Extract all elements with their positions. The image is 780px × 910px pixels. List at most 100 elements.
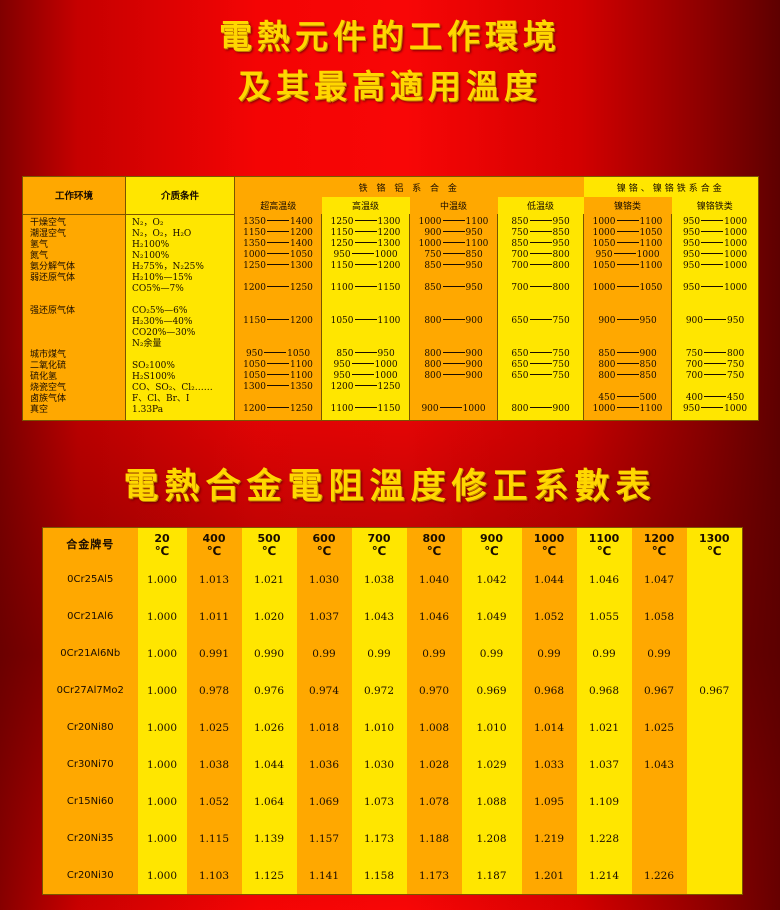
table1-cell	[126, 295, 234, 306]
table1-cell	[322, 393, 409, 404]
table2-value-cell	[686, 820, 743, 857]
table-row: Cr20Ni30 1.000 1.103 1.125 1.141 1.158 1.173 1.…	[42, 857, 743, 895]
table1-column-medium: 1000 1100 900 950 1000 1100 750 850 850 950 850 95…	[409, 214, 498, 420]
table1-cell: CO20%—30%	[132, 327, 196, 338]
table1-subheader-nicrfe: 镍铬铁类	[671, 197, 759, 214]
table2-value-cell: 1.000	[137, 709, 187, 746]
table1-cell: 800 850	[598, 360, 657, 370]
table2-value-cell	[631, 783, 687, 820]
table1-cell	[672, 305, 758, 316]
table-row: 干燥空气 潮湿空气 氢气 氮气 氨分解气体 弱还原气体 强还原气体 城市煤气 二氧化硫 硫化氢…	[22, 214, 759, 420]
table1-cell: 1050 1100	[592, 261, 663, 271]
table2-value-cell: 1.025	[186, 709, 242, 746]
table2-value-cell: 0.972	[351, 672, 407, 709]
table2-value-cell: 0.976	[241, 672, 297, 709]
table2-header-temp-500: 500 ℃	[241, 527, 297, 561]
table1-cell	[498, 393, 583, 404]
table-row: 0Cr21Al6 1.000 1.011 1.020 1.037 1.043 1.046 1.…	[42, 598, 743, 635]
table1-cell	[410, 327, 497, 338]
table2-value-cell: 1.044	[521, 561, 577, 598]
table1-cell: H₂S100%	[132, 371, 176, 382]
table1-cell: 800 850	[598, 371, 657, 381]
table1-header-environment: 工作环境	[22, 176, 126, 215]
table1-cell: 1150 1200	[243, 228, 313, 238]
table1-cell	[322, 338, 409, 349]
table2-header-row: 合金牌号 20 ℃ 400 ℃ 500 ℃ 600 ℃ 700 ℃ 800 ℃ 900 ℃ 1000 ℃ 1100…	[42, 527, 743, 561]
table2-value-cell: 0.967	[631, 672, 687, 709]
page-title-line-2: 及其最高適用溫度	[238, 67, 542, 106]
table1-cell	[410, 305, 497, 316]
table2-value-cell: 0.99	[351, 635, 407, 672]
table1-cell: 750 850	[424, 250, 483, 260]
table1-body: 干燥空气 潮湿空气 氢气 氮气 氨分解气体 弱还原气体 强还原气体 城市煤气 二氧化硫 硫化氢…	[22, 214, 759, 420]
table1-cell: 950 1000	[333, 250, 398, 260]
table2-header-temp-1200: 1200 ℃	[631, 527, 687, 561]
table1-cell	[23, 284, 125, 295]
table2-value-cell: 1.043	[631, 746, 687, 783]
table1-cell	[498, 327, 583, 338]
table1-cell	[410, 338, 497, 349]
table1-cell: 氢气	[30, 239, 49, 250]
table2-value-cell: 1.115	[186, 820, 242, 857]
table1-group-nicr: 镍铬、镍铬铁系合金	[583, 176, 759, 197]
table1-cell	[584, 327, 671, 338]
table2-value-cell: 1.030	[296, 561, 352, 598]
table2-value-cell: 0.99	[461, 635, 522, 672]
table2-value-cell: 0.990	[241, 635, 297, 672]
table2-value-cell: 1.000	[137, 746, 187, 783]
table1-cell	[322, 305, 409, 316]
table1-cell: 800 900	[511, 404, 570, 414]
table2-value-cell: 1.036	[296, 746, 352, 783]
table2-value-cell: 1.026	[241, 709, 297, 746]
table1-cell	[410, 393, 497, 404]
table1-cell: 1300 1350	[243, 382, 313, 392]
table2-alloy-name: Cr20Ni30	[42, 857, 138, 895]
table1-cell	[235, 338, 321, 349]
table1-cell: 1250 1300	[330, 239, 401, 249]
table1-cell	[672, 294, 758, 305]
table1-cell: 800 900	[424, 349, 483, 359]
table2-value-cell: 1.000	[137, 561, 187, 598]
table1-column-nicrfe: 950 1000 950 1000 950 1000 950 1000 950 1000 950 1…	[671, 214, 759, 420]
table2-value-cell: 1.125	[241, 857, 297, 895]
table1-cell	[322, 327, 409, 338]
table1-cell: 1000 1100	[592, 404, 663, 414]
table1-cell: 700 750	[685, 371, 745, 381]
table1-cell	[498, 272, 583, 283]
table2-value-cell: 1.228	[576, 820, 632, 857]
table1-cell: 850 950	[511, 239, 570, 249]
table1-environment-column: 干燥空气 潮湿空气 氢气 氮气 氨分解气体 弱还原气体 强还原气体 城市煤气 二氧化硫 硫化氢…	[22, 214, 126, 420]
table2-header-temp-800: 800 ℃	[406, 527, 462, 561]
table1-cell	[235, 305, 321, 316]
table1-cell	[498, 305, 583, 316]
table2-value-cell: 1.103	[186, 857, 242, 895]
table1-cell	[23, 295, 125, 306]
table2-body: 0Cr25Al5 1.000 1.013 1.021 1.030 1.038 1.040 1.…	[42, 561, 743, 895]
table1-cell: 950 1000	[682, 283, 748, 293]
table2-value-cell: 0.99	[521, 635, 577, 672]
table2-value-cell: 1.214	[576, 857, 632, 895]
table2-value-cell: 0.991	[186, 635, 242, 672]
table1-cell: 650 750	[511, 349, 570, 359]
table2-value-cell: 0.968	[521, 672, 577, 709]
table2-header-temp-700: 700 ℃	[351, 527, 407, 561]
table2-value-cell: 1.033	[521, 746, 577, 783]
table2-value-cell: 1.187	[461, 857, 522, 895]
table1-cell: 氨分解气体	[30, 261, 76, 272]
table2-value-cell: 1.073	[351, 783, 407, 820]
table2-value-cell: 0.967	[686, 672, 743, 709]
table2-value-cell: 1.030	[351, 746, 407, 783]
table2-value-cell: 1.010	[351, 709, 407, 746]
table2-value-cell: 1.000	[137, 820, 187, 857]
table1-cell: 950 1000	[333, 371, 398, 381]
table2-value-cell: 1.201	[521, 857, 577, 895]
table1-cell: 450 500	[598, 393, 657, 403]
table2-value-cell: 1.064	[241, 783, 297, 820]
table2-value-cell: 1.000	[137, 635, 187, 672]
working-environment-table: 工作环境 介质条件 铁 铬 铝 系 合 金 镍铬、镍铬铁系合金 超高温级 高温级…	[22, 176, 760, 421]
table2-alloy-name: 0Cr21Al6	[42, 598, 138, 635]
table1-medium-column: N₂，O₂ N₂，O₂，H₂O H₂100% N₂100% H₂75%，N₂25% H₂1…	[125, 214, 235, 420]
table1-column-ultra-high: 1350 1400 1150 1200 1350 1400 1000 1050 1250 1300…	[234, 214, 322, 420]
table1-cell: F、Cl、Br、I	[132, 393, 190, 404]
table2-alloy-name: Cr20Ni80	[42, 709, 138, 746]
